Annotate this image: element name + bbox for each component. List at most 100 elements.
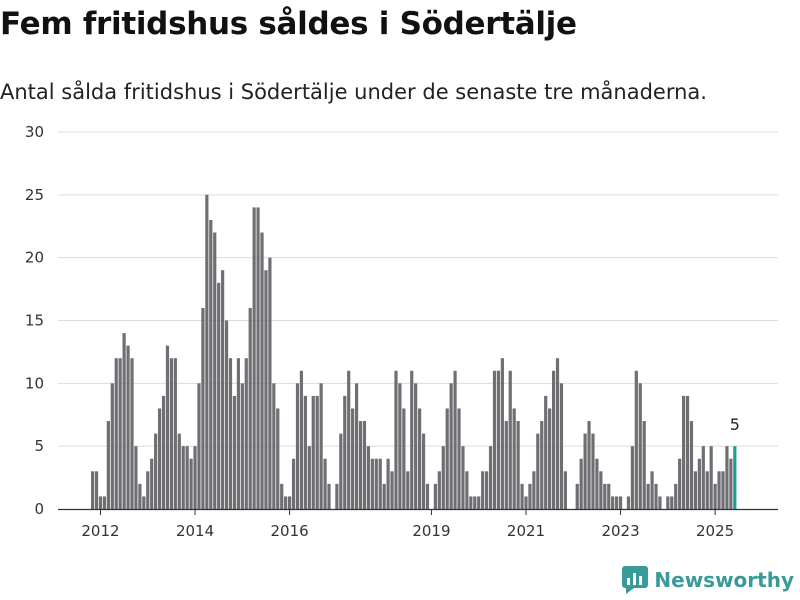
bar: [532, 471, 536, 509]
bar: [193, 446, 197, 509]
bar: [122, 333, 126, 509]
bar: [110, 383, 114, 509]
bar: [126, 345, 130, 509]
bar: [544, 395, 548, 509]
bar: [705, 471, 709, 509]
bar: [228, 358, 233, 509]
bar: [421, 433, 426, 509]
bar: [461, 446, 465, 509]
bar: [607, 483, 611, 509]
bar: [118, 358, 122, 509]
bar: [351, 408, 355, 509]
bar: [205, 194, 209, 510]
bar: [583, 433, 587, 509]
bar: [587, 421, 591, 509]
bar: [540, 421, 544, 509]
bar: [276, 408, 280, 509]
bar: [630, 446, 634, 509]
bar: [689, 421, 694, 509]
bar: [709, 446, 713, 509]
bar: [398, 383, 402, 509]
bar: [378, 458, 382, 509]
bar: [173, 358, 177, 509]
bar: [347, 370, 351, 509]
bar: [284, 496, 288, 509]
bar: [295, 383, 300, 509]
bar: [327, 483, 331, 509]
bar: [362, 421, 367, 509]
bar: [441, 446, 445, 509]
y-tick-label: 25: [25, 186, 44, 204]
bar: [524, 496, 528, 509]
bar: [197, 383, 201, 509]
bar: [232, 395, 237, 509]
bar: [185, 446, 189, 509]
bar: [323, 458, 327, 509]
bar: [209, 219, 213, 509]
bar-latest: [733, 446, 737, 509]
bar: [666, 496, 670, 509]
bar: [177, 433, 181, 509]
bar: [142, 496, 146, 509]
bar: [685, 395, 690, 509]
bar: [449, 383, 453, 509]
bar: [98, 496, 103, 509]
bar: [244, 358, 248, 509]
x-tick-label: 2021: [507, 522, 545, 540]
bar: [213, 232, 217, 510]
bar: [106, 421, 110, 509]
bar: [693, 471, 698, 509]
bar: [721, 471, 725, 509]
bar: [311, 395, 315, 509]
bar: [157, 408, 162, 509]
bar: [477, 496, 481, 509]
bar: [654, 483, 658, 509]
bar: [563, 471, 567, 509]
bar: [536, 433, 540, 509]
bar: [492, 370, 497, 509]
bar: [548, 408, 552, 509]
bar: [701, 446, 705, 509]
bar: [370, 458, 374, 509]
bar: [386, 458, 390, 509]
bar: [280, 483, 284, 509]
bar: [674, 483, 678, 509]
bar: [94, 471, 99, 509]
bar: [516, 421, 520, 509]
bar: [445, 408, 449, 509]
bar: [374, 458, 378, 509]
bar: [138, 483, 142, 509]
latest-value-label: 5: [730, 415, 740, 434]
newsworthy-logo-icon: [622, 566, 649, 594]
bar: [469, 496, 473, 509]
bar: [303, 395, 307, 509]
bar: [508, 370, 512, 509]
bar: [382, 483, 386, 509]
bar: [358, 421, 363, 509]
y-tick-label: 5: [34, 437, 44, 455]
bar: [406, 471, 410, 509]
bar: [488, 446, 493, 509]
bar: [252, 207, 256, 509]
bar: [260, 232, 264, 510]
bar: [528, 483, 532, 509]
bar: [437, 471, 441, 509]
bar: [165, 345, 170, 509]
brand-name: Newsworthy: [654, 568, 794, 592]
bar: [481, 471, 485, 509]
bar: [240, 383, 244, 509]
bar: [264, 270, 268, 509]
bar: [504, 421, 508, 509]
bar: [354, 383, 359, 509]
bar: [520, 483, 524, 509]
bar: [150, 458, 154, 509]
x-tick-label: 2014: [176, 522, 214, 540]
bar: [611, 496, 615, 509]
bar: [315, 395, 319, 509]
bar: [343, 395, 347, 509]
x-tick-label: 2023: [601, 522, 639, 540]
bar: [713, 483, 717, 509]
y-tick-label: 0: [34, 500, 44, 518]
bar: [272, 383, 276, 509]
bar: [339, 433, 343, 509]
